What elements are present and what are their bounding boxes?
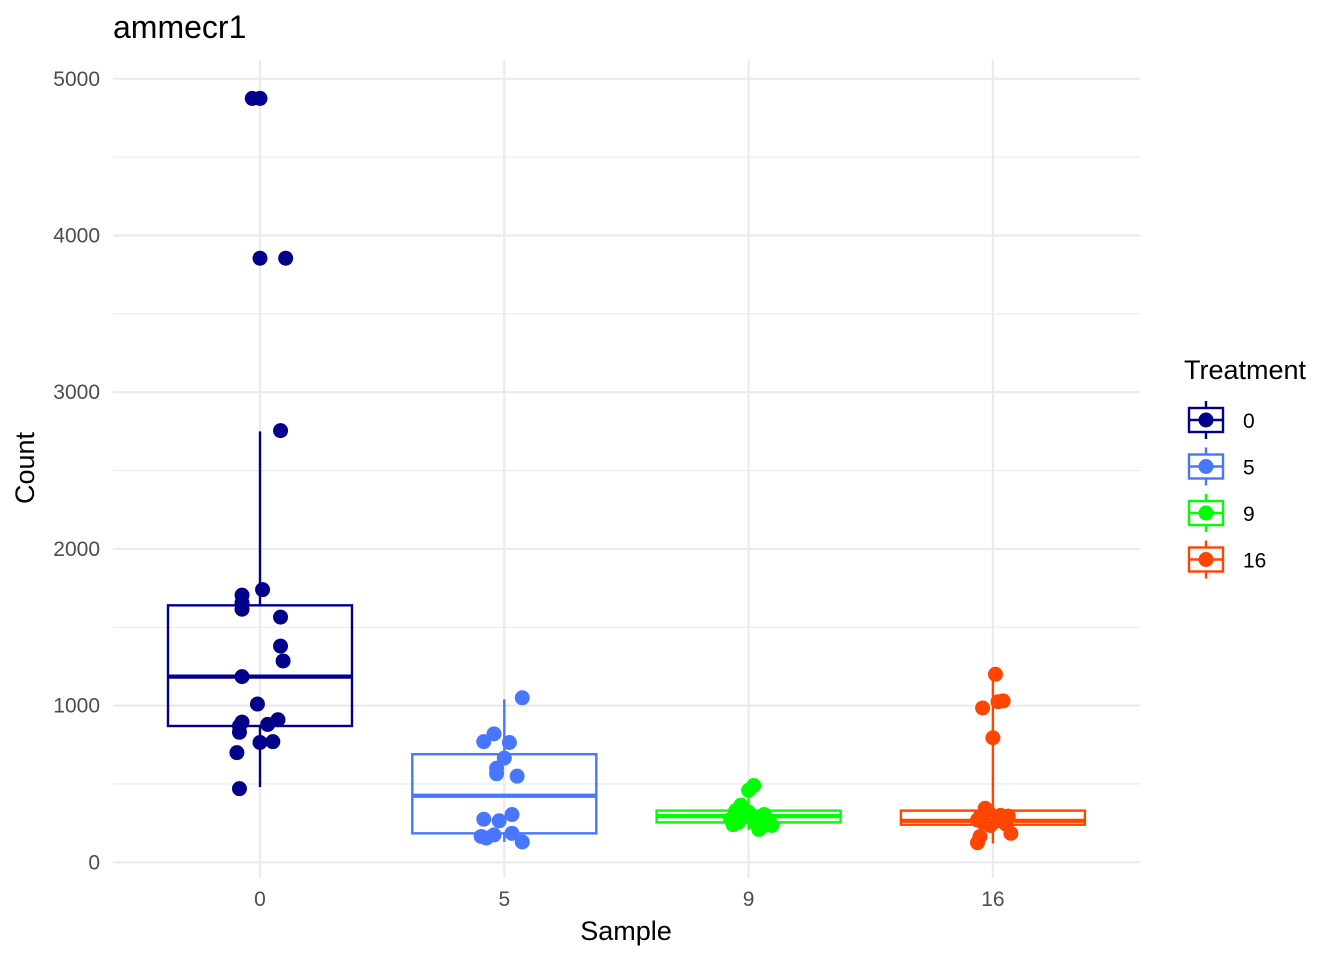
data-point: [982, 818, 998, 834]
data-point: [231, 781, 247, 797]
data-point: [514, 690, 530, 706]
y-tick-label: 2000: [53, 538, 100, 561]
y-tick-label: 0: [88, 851, 100, 874]
legend-key-point: [1198, 552, 1214, 567]
legend-key-16: 16: [1187, 540, 1266, 579]
data-point: [275, 653, 291, 669]
data-point: [725, 817, 741, 833]
data-point: [260, 716, 276, 732]
data-point: [476, 734, 492, 750]
data-point: [486, 726, 502, 742]
data-point: [249, 696, 265, 712]
data-point: [509, 768, 525, 784]
data-point: [995, 693, 1011, 709]
x-tick-label: 16: [981, 888, 1004, 911]
data-point: [987, 666, 1003, 682]
box-iqr: [166, 604, 354, 728]
y-axis-ticks: 0 1000 2000 3000 4000 5000: [53, 68, 100, 875]
data-point: [514, 834, 530, 850]
x-tick-label: 5: [498, 888, 510, 911]
data-point: [252, 734, 268, 750]
data-point: [476, 811, 492, 827]
legend-label: 16: [1243, 550, 1266, 573]
y-tick-label: 4000: [53, 225, 100, 248]
legend: Treatment 0 5 9 16: [1184, 355, 1307, 579]
data-point: [234, 669, 250, 685]
legend-title: Treatment: [1184, 355, 1307, 385]
data-point: [229, 745, 245, 761]
data-point: [273, 609, 289, 625]
data-point: [496, 750, 512, 766]
data-point: [985, 730, 1001, 746]
y-tick-label: 1000: [53, 695, 100, 718]
data-point: [741, 782, 757, 798]
data-point: [504, 825, 520, 841]
legend-key-5: 5: [1187, 447, 1255, 486]
boxes: [166, 431, 1087, 844]
data-point: [252, 90, 268, 106]
legend-label: 5: [1243, 457, 1255, 480]
chart-title: ammecr1: [113, 9, 246, 45]
legend-key-9: 9: [1187, 494, 1255, 532]
x-axis-title: Sample: [580, 916, 672, 946]
data-point: [751, 821, 767, 837]
legend-key-point: [1198, 412, 1214, 428]
data-point: [278, 250, 294, 266]
legend-label: 9: [1243, 503, 1255, 526]
legend-label: 0: [1243, 410, 1255, 433]
data-point: [504, 807, 520, 823]
points: [229, 90, 1019, 851]
data-point: [273, 423, 289, 439]
y-tick-label: 3000: [53, 381, 100, 404]
legend-key-point: [1198, 505, 1214, 521]
grid: [113, 60, 1140, 878]
data-point: [1003, 825, 1019, 841]
data-point: [489, 766, 505, 782]
y-axis-title: Count: [10, 431, 40, 504]
data-point: [265, 734, 281, 750]
data-point: [491, 813, 507, 829]
data-point: [975, 700, 991, 716]
legend-key-0: 0: [1187, 401, 1255, 439]
x-tick-label: 0: [254, 888, 266, 911]
data-point: [969, 835, 985, 851]
data-point: [478, 830, 494, 846]
data-point: [231, 724, 247, 740]
data-point: [234, 601, 250, 617]
data-point: [501, 734, 517, 750]
y-tick-label: 5000: [53, 68, 100, 91]
data-point: [273, 638, 289, 654]
legend-key-point: [1198, 459, 1214, 474]
data-point: [255, 582, 271, 598]
x-tick-label: 9: [743, 888, 755, 911]
data-point: [252, 250, 268, 266]
x-axis-ticks: 0 5 9 16: [254, 888, 1004, 911]
